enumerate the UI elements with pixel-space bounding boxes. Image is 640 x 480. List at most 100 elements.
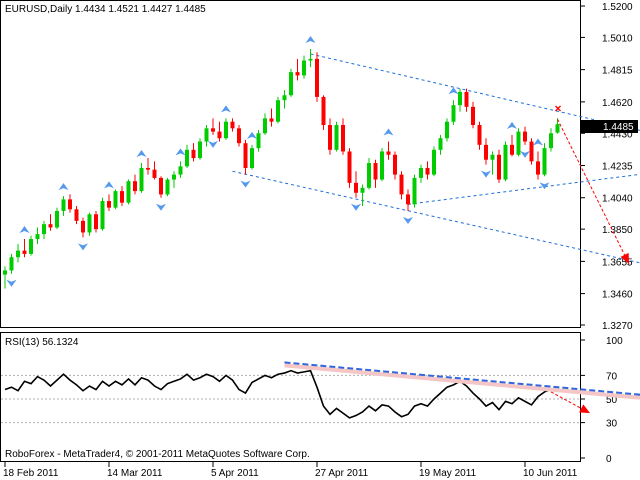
candle (48, 214, 53, 231)
candle-body (22, 250, 27, 254)
channel-line (232, 170, 640, 264)
candle-body (555, 124, 560, 133)
candle (276, 96, 280, 124)
candle-body (438, 138, 443, 150)
candle-body (477, 125, 482, 145)
forecast-arrows[interactable]: × (550, 101, 630, 414)
candle-body (185, 149, 189, 167)
candle-body (126, 181, 131, 203)
fractal-up-arrow (175, 148, 186, 156)
candle-body (198, 141, 202, 159)
candle (484, 138, 488, 165)
candle-body (243, 143, 248, 168)
candle (55, 207, 59, 230)
candle-body (523, 131, 527, 142)
candle-body (315, 58, 319, 97)
fractal-down-arrow (78, 243, 88, 251)
time-tick-label: 18 Feb 2011 (3, 468, 59, 479)
price-panel-frame (0, 0, 581, 328)
candle (16, 244, 20, 263)
candle (3, 266, 7, 289)
rsi-panel-frame (0, 332, 581, 462)
candle (133, 174, 137, 195)
candle-body (445, 121, 449, 139)
candle-body (536, 161, 540, 175)
candle-body (328, 125, 332, 150)
candle (523, 126, 527, 145)
fractal-down-arrow (481, 170, 491, 178)
candle-body (458, 91, 462, 106)
candle-body (289, 72, 293, 96)
channel-lines[interactable] (232, 53, 640, 322)
candle-body (87, 214, 92, 233)
candle-body (549, 133, 553, 149)
candle (406, 189, 410, 211)
candle-body (178, 166, 183, 175)
candle-body (419, 167, 423, 178)
candle (399, 171, 404, 200)
price-axis: 1.5200 1.5010 1.4815 1.4620 1.4430 1.4235 1.40… (580, 2, 633, 332)
time-axis: 18 Feb 2011 14 Mar 2011 5 Apr 2011 27 Apr 2… (3, 462, 578, 479)
current-price-label: 1.4485 (603, 122, 634, 133)
candle-body (425, 167, 430, 175)
candle (555, 118, 560, 134)
rsi-line (4, 369, 552, 419)
candle-body (451, 105, 456, 122)
candle (100, 197, 105, 231)
candle-body (354, 182, 358, 193)
candle (510, 134, 514, 157)
time-tick-label: 19 May 2011 (419, 468, 477, 479)
candle (113, 189, 118, 210)
candle (269, 108, 274, 127)
candle (198, 138, 202, 160)
candle-body (211, 128, 215, 132)
candle (204, 125, 209, 147)
candle (529, 138, 534, 165)
price-tick-label: 1.4430 (602, 129, 633, 140)
fractal-down-arrow (156, 203, 166, 211)
rsi-tick-label: 50 (606, 395, 618, 406)
fractal-up-arrow (58, 183, 69, 191)
candles (3, 48, 560, 289)
candle (263, 113, 267, 135)
candle (536, 151, 540, 180)
candle (159, 176, 163, 198)
candle-body (302, 60, 306, 76)
fractal-up-arrow (19, 226, 30, 234)
price-tick-label: 1.3655 (602, 257, 633, 268)
candle-body (529, 141, 534, 162)
candle-body (393, 154, 397, 175)
candle-body (380, 151, 384, 180)
fractal-up-arrow (533, 138, 543, 146)
candle-body (9, 257, 14, 271)
candle (445, 118, 449, 142)
channel-line (407, 173, 640, 205)
candle-body (146, 167, 150, 170)
candle-body (334, 125, 339, 150)
fractal-up-arrow (305, 35, 316, 43)
target-x-marker: × (555, 101, 562, 115)
candle-body (217, 131, 222, 139)
fractal-up-arrow (247, 131, 257, 139)
candle-body (191, 149, 196, 159)
fractal-up-arrow (104, 181, 114, 189)
candle (282, 90, 287, 109)
candle (549, 128, 553, 152)
candle (120, 186, 124, 206)
candle (107, 194, 111, 211)
candle-body (107, 201, 111, 208)
rsi-tick-label: 0 (606, 454, 612, 465)
candle (250, 144, 254, 170)
candle (42, 220, 46, 240)
candle (386, 141, 391, 160)
candle (542, 143, 547, 177)
candle-body (497, 154, 501, 180)
candle (22, 239, 27, 258)
candle-body (113, 191, 118, 208)
candle-body (3, 270, 7, 275)
price-tick-label: 1.4815 (602, 66, 633, 77)
candle-body (308, 58, 313, 61)
candle-body (81, 220, 85, 233)
